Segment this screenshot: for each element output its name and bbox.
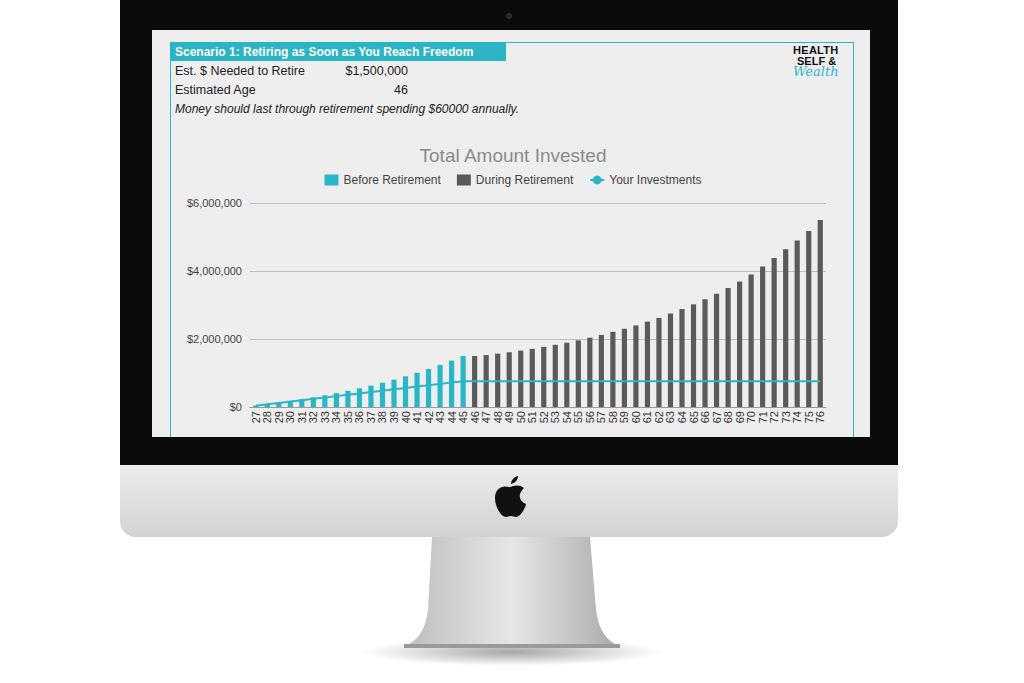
svg-text:Total Amount Invested: Total Amount Invested <box>420 145 607 166</box>
svg-text:54: 54 <box>561 411 573 423</box>
svg-text:59: 59 <box>618 411 630 423</box>
svg-text:70: 70 <box>745 411 757 423</box>
svg-text:27: 27 <box>250 411 262 423</box>
svg-text:$6,000,000: $6,000,000 <box>187 197 242 209</box>
html-text:Est. $ Needed to Retire: Est. $ Needed to Retire <box>175 64 305 78</box>
svg-text:65: 65 <box>688 411 700 423</box>
svg-text:55: 55 <box>572 411 584 423</box>
svg-text:75: 75 <box>803 411 815 423</box>
svg-text:39: 39 <box>388 411 400 423</box>
html-text:Wealth: Wealth <box>793 64 839 79</box>
svg-text:33: 33 <box>319 411 331 423</box>
svg-text:48: 48 <box>492 411 504 423</box>
svg-text:32: 32 <box>307 411 319 423</box>
svg-text:34: 34 <box>330 411 342 423</box>
svg-text:57: 57 <box>595 411 607 423</box>
svg-text:$2,000,000: $2,000,000 <box>187 333 242 345</box>
html-text:HEALTH: HEALTH <box>793 44 839 56</box>
html-text:Money should last through reti: Money should last through retirement spe… <box>175 102 519 116</box>
html-text:$1,500,000: $1,500,000 <box>345 64 408 78</box>
svg-text:49: 49 <box>503 411 515 423</box>
svg-text:63: 63 <box>664 411 676 423</box>
svg-text:69: 69 <box>734 411 746 423</box>
svg-text:72: 72 <box>768 411 780 423</box>
html-text:Estimated Age: Estimated Age <box>175 83 256 97</box>
svg-text:66: 66 <box>699 411 711 423</box>
html-text:Scenario 1: Retiring as Soon a: Scenario 1: Retiring as Soon as You Reac… <box>175 45 474 59</box>
svg-text:60: 60 <box>630 411 642 423</box>
svg-text:67: 67 <box>711 411 723 423</box>
svg-text:44: 44 <box>446 411 458 423</box>
svg-text:30: 30 <box>284 411 296 423</box>
svg-text:53: 53 <box>549 411 561 423</box>
svg-text:29: 29 <box>273 411 285 423</box>
svg-text:42: 42 <box>423 411 435 423</box>
svg-text:64: 64 <box>676 411 688 423</box>
svg-text:56: 56 <box>584 411 596 423</box>
svg-text:47: 47 <box>480 411 492 423</box>
svg-text:46: 46 <box>469 411 481 423</box>
svg-text:40: 40 <box>400 411 412 423</box>
svg-text:35: 35 <box>342 411 354 423</box>
html-text:46: 46 <box>394 83 408 97</box>
html-text:SELF &: SELF & <box>797 55 837 67</box>
svg-text:61: 61 <box>641 411 653 423</box>
svg-text:51: 51 <box>526 411 538 423</box>
svg-text:68: 68 <box>722 411 734 423</box>
svg-text:37: 37 <box>365 411 377 423</box>
svg-text:43: 43 <box>434 411 446 423</box>
svg-text:41: 41 <box>411 411 423 423</box>
svg-text:During Retirement: During Retirement <box>476 173 574 187</box>
svg-text:71: 71 <box>757 411 769 423</box>
svg-text:52: 52 <box>538 411 550 423</box>
svg-text:73: 73 <box>780 411 792 423</box>
svg-text:38: 38 <box>376 411 388 423</box>
svg-text:Before Retirement: Before Retirement <box>343 173 441 187</box>
svg-text:36: 36 <box>353 411 365 423</box>
svg-text:62: 62 <box>653 411 665 423</box>
svg-text:$0: $0 <box>230 401 242 413</box>
svg-text:28: 28 <box>261 411 273 423</box>
svg-text:50: 50 <box>515 411 527 423</box>
svg-text:45: 45 <box>457 411 469 423</box>
svg-text:31: 31 <box>296 411 308 423</box>
svg-text:$4,000,000: $4,000,000 <box>187 265 242 277</box>
svg-text:Your Investments: Your Investments <box>609 173 701 187</box>
svg-text:58: 58 <box>607 411 619 423</box>
svg-text:76: 76 <box>814 411 826 423</box>
svg-text:74: 74 <box>791 411 803 423</box>
